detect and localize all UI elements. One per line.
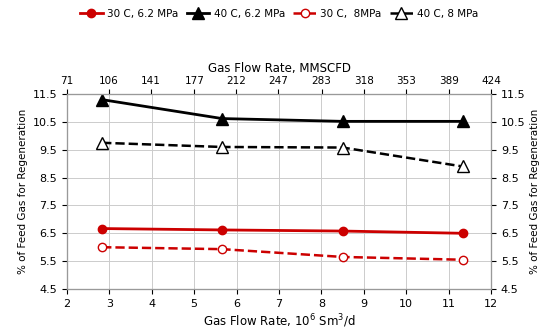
- 40 C, 8 MPa: [459, 164, 466, 168]
- 30 C,  8MPa: [99, 245, 105, 249]
- Y-axis label: % of Feed Gas for Regeneration: % of Feed Gas for Regeneration: [530, 109, 540, 274]
- 40 C, 6.2 MPa: [459, 119, 466, 123]
- 40 C, 8 MPa: [219, 145, 225, 149]
- 30 C, 6.2 MPa: [219, 228, 225, 232]
- Line: 40 C, 6.2 MPa: 40 C, 6.2 MPa: [97, 94, 468, 127]
- 30 C,  8MPa: [459, 258, 466, 262]
- Line: 30 C,  8MPa: 30 C, 8MPa: [98, 243, 467, 264]
- Y-axis label: % of Feed Gas for Regeneration: % of Feed Gas for Regeneration: [18, 109, 28, 274]
- 40 C, 8 MPa: [99, 141, 105, 145]
- Legend: 30 C, 6.2 MPa, 40 C, 6.2 MPa, 30 C,  8MPa, 40 C, 8 MPa: 30 C, 6.2 MPa, 40 C, 6.2 MPa, 30 C, 8MPa…: [80, 9, 478, 18]
- Line: 40 C, 8 MPa: 40 C, 8 MPa: [97, 137, 468, 172]
- 30 C, 6.2 MPa: [339, 229, 346, 233]
- 30 C,  8MPa: [219, 247, 225, 251]
- 40 C, 6.2 MPa: [219, 117, 225, 121]
- 30 C, 6.2 MPa: [99, 226, 105, 230]
- 30 C, 6.2 MPa: [459, 231, 466, 235]
- 40 C, 8 MPa: [339, 145, 346, 150]
- X-axis label: Gas Flow Rate, MMSCFD: Gas Flow Rate, MMSCFD: [208, 62, 350, 75]
- 30 C,  8MPa: [339, 255, 346, 259]
- 40 C, 6.2 MPa: [99, 98, 105, 102]
- X-axis label: Gas Flow Rate, 10$^6$ Sm$^3$/d: Gas Flow Rate, 10$^6$ Sm$^3$/d: [203, 313, 355, 330]
- Line: 30 C, 6.2 MPa: 30 C, 6.2 MPa: [98, 224, 467, 238]
- 40 C, 6.2 MPa: [339, 119, 346, 123]
